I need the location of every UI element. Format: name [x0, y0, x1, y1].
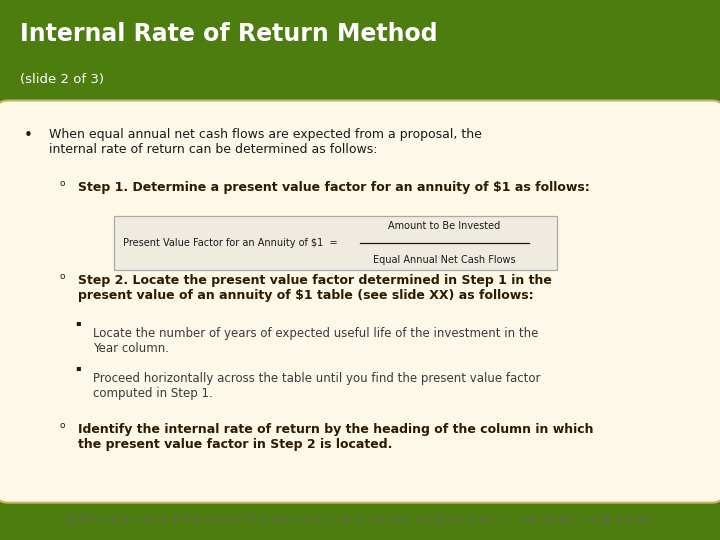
- Text: Amount to Be Invested: Amount to Be Invested: [388, 221, 500, 231]
- Text: o: o: [59, 421, 65, 430]
- Text: Step 1. Determine a present value factor for an annuity of $1 as follows:: Step 1. Determine a present value factor…: [78, 180, 589, 193]
- Text: Present Value Factor for an Annuity of $1  =: Present Value Factor for an Annuity of $…: [123, 238, 338, 248]
- Text: Step 2. Locate the present value factor determined in Step 1 in the
present valu: Step 2. Locate the present value factor …: [78, 274, 552, 302]
- Text: Proceed horizontally across the table until you find the present value factor
co: Proceed horizontally across the table un…: [93, 372, 541, 400]
- FancyBboxPatch shape: [114, 215, 557, 271]
- Text: Equal Annual Net Cash Flows: Equal Annual Net Cash Flows: [373, 255, 516, 265]
- Text: ©2016 Cengage Learning. All Rights Reserved. May not be scanned, copied or dupli: ©2016 Cengage Learning. All Rights Reser…: [67, 515, 653, 524]
- Text: o: o: [59, 272, 65, 281]
- Text: When equal annual net cash flows are expected from a proposal, the
internal rate: When equal annual net cash flows are exp…: [50, 128, 482, 156]
- Text: Internal Rate of Return Method: Internal Rate of Return Method: [20, 22, 438, 46]
- Text: o: o: [59, 179, 65, 187]
- Text: Locate the number of years of expected useful life of the investment in the
Year: Locate the number of years of expected u…: [93, 327, 539, 355]
- Text: •: •: [24, 128, 33, 143]
- Text: Identify the internal rate of return by the heading of the column in which
the p: Identify the internal rate of return by …: [78, 423, 593, 450]
- Text: ▪: ▪: [76, 363, 81, 372]
- Text: ▪: ▪: [76, 318, 81, 327]
- FancyBboxPatch shape: [0, 100, 720, 503]
- Text: (slide 2 of 3): (slide 2 of 3): [20, 73, 104, 86]
